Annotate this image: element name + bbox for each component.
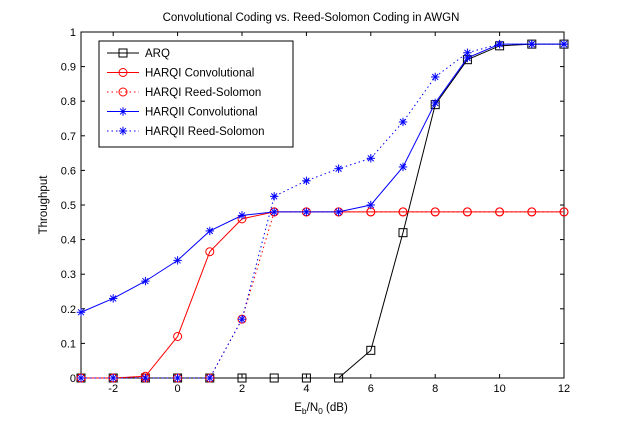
data-point-star xyxy=(237,314,247,324)
data-point-star xyxy=(366,200,375,210)
data-point-circle xyxy=(527,207,537,217)
data-point-square xyxy=(269,373,279,383)
data-point-star xyxy=(270,207,279,217)
data-point-star xyxy=(463,53,472,63)
data-point-square xyxy=(301,373,311,383)
legend-label: HARQII Reed-Solomon xyxy=(145,126,265,138)
y-tick-label: 0.2 xyxy=(61,304,76,316)
data-point-circle xyxy=(118,68,128,77)
x-tick-label: 12 xyxy=(558,383,570,395)
data-point-star xyxy=(302,207,311,217)
data-point-star xyxy=(559,39,569,49)
y-tick-label: 0.4 xyxy=(61,235,76,247)
data-point-star xyxy=(270,192,279,201)
x-axis-label-tail: (dB) xyxy=(323,402,348,414)
data-point-circle xyxy=(118,87,128,97)
data-point-star xyxy=(173,256,182,265)
data-point-circle xyxy=(430,207,440,217)
x-axis-label-sub1: b xyxy=(302,406,307,416)
data-point-star xyxy=(76,373,86,383)
legend-entry: ARQ xyxy=(107,48,170,60)
x-axis-label-mid: /N xyxy=(307,402,319,414)
data-point-star xyxy=(431,72,440,82)
series-line xyxy=(81,43,564,379)
plot-series xyxy=(76,39,569,383)
data-point-star xyxy=(495,39,504,49)
y-tick-label: 0 xyxy=(70,373,76,385)
legend-label: HARQI Reed-Solomon xyxy=(145,87,261,99)
data-point-star xyxy=(109,294,118,303)
x-tick-label: -2 xyxy=(108,383,118,395)
data-point-circle xyxy=(462,207,472,217)
y-axis-label: Throughput xyxy=(38,175,50,235)
legend-entry: HARQI Reed-Solomon xyxy=(107,87,261,99)
y-tick-label: 1 xyxy=(70,27,76,39)
data-point-star xyxy=(463,48,472,57)
y-tick-label: 0.7 xyxy=(61,131,76,143)
x-tick-label: 8 xyxy=(432,383,438,395)
legend-label: ARQ xyxy=(145,48,170,60)
data-point-star xyxy=(205,226,214,236)
x-tick-label: 2 xyxy=(239,383,245,395)
legend: ARQ HARQI Convolutional HARQI Reed-Solomon… xyxy=(98,40,294,148)
x-tick-label: 4 xyxy=(303,383,309,395)
legend-entry: HARQI Convolutional xyxy=(107,68,254,80)
x-axis-label-main: E xyxy=(294,402,302,414)
chart-title: Convolutional Coding vs. Reed-Solomon Co… xyxy=(163,12,460,24)
legend-entry: HARQII Reed-Solomon xyxy=(107,126,265,138)
data-point-square xyxy=(366,345,376,355)
data-point-star xyxy=(334,164,343,173)
data-point-star xyxy=(141,276,150,286)
data-point-star xyxy=(141,373,150,383)
data-point-circle xyxy=(495,207,505,217)
y-tick-label: 0.6 xyxy=(61,165,76,177)
x-tick-label: 0 xyxy=(175,383,181,395)
y-tick-label: 0.3 xyxy=(61,269,76,281)
data-point-square xyxy=(398,228,408,238)
data-point-star xyxy=(118,126,128,136)
data-point-star xyxy=(366,154,375,163)
data-point-star xyxy=(109,373,118,383)
data-point-star xyxy=(205,373,214,383)
x-tick-label: 10 xyxy=(493,383,505,395)
x-axis-label-sub2: 0 xyxy=(318,406,323,416)
data-point-star xyxy=(527,39,536,49)
x-axis-label: Eb/N0 (dB) xyxy=(294,402,348,416)
y-tick-label: 0.5 xyxy=(61,200,76,212)
data-point-circle xyxy=(559,207,569,217)
data-point-square xyxy=(334,373,344,383)
data-point-star xyxy=(118,107,128,116)
data-point-star xyxy=(302,176,311,185)
legend-label: HARQI Convolutional xyxy=(145,68,254,80)
series-harqii-reed-solomon xyxy=(76,39,569,383)
data-point-star xyxy=(237,211,247,220)
legend-label: HARQII Convolutional xyxy=(145,107,258,119)
data-point-star xyxy=(398,117,408,127)
data-point-star xyxy=(398,162,408,172)
legend-box xyxy=(98,40,294,148)
data-point-circle xyxy=(205,247,215,257)
data-point-circle xyxy=(398,207,408,217)
x-tick-label: 6 xyxy=(368,383,374,395)
y-tick-label: 0.8 xyxy=(61,96,76,108)
y-tick-label: 0.1 xyxy=(61,338,76,350)
data-point-circle xyxy=(173,331,183,341)
data-point-star xyxy=(173,373,182,383)
y-tick-label: 0.9 xyxy=(61,62,76,74)
data-point-square xyxy=(237,373,247,383)
data-point-square xyxy=(118,48,128,58)
data-point-star xyxy=(431,98,440,108)
data-point-star xyxy=(76,308,86,317)
legend-entry: HARQII Convolutional xyxy=(107,107,258,119)
data-point-star xyxy=(334,207,343,217)
series-line xyxy=(80,43,564,313)
